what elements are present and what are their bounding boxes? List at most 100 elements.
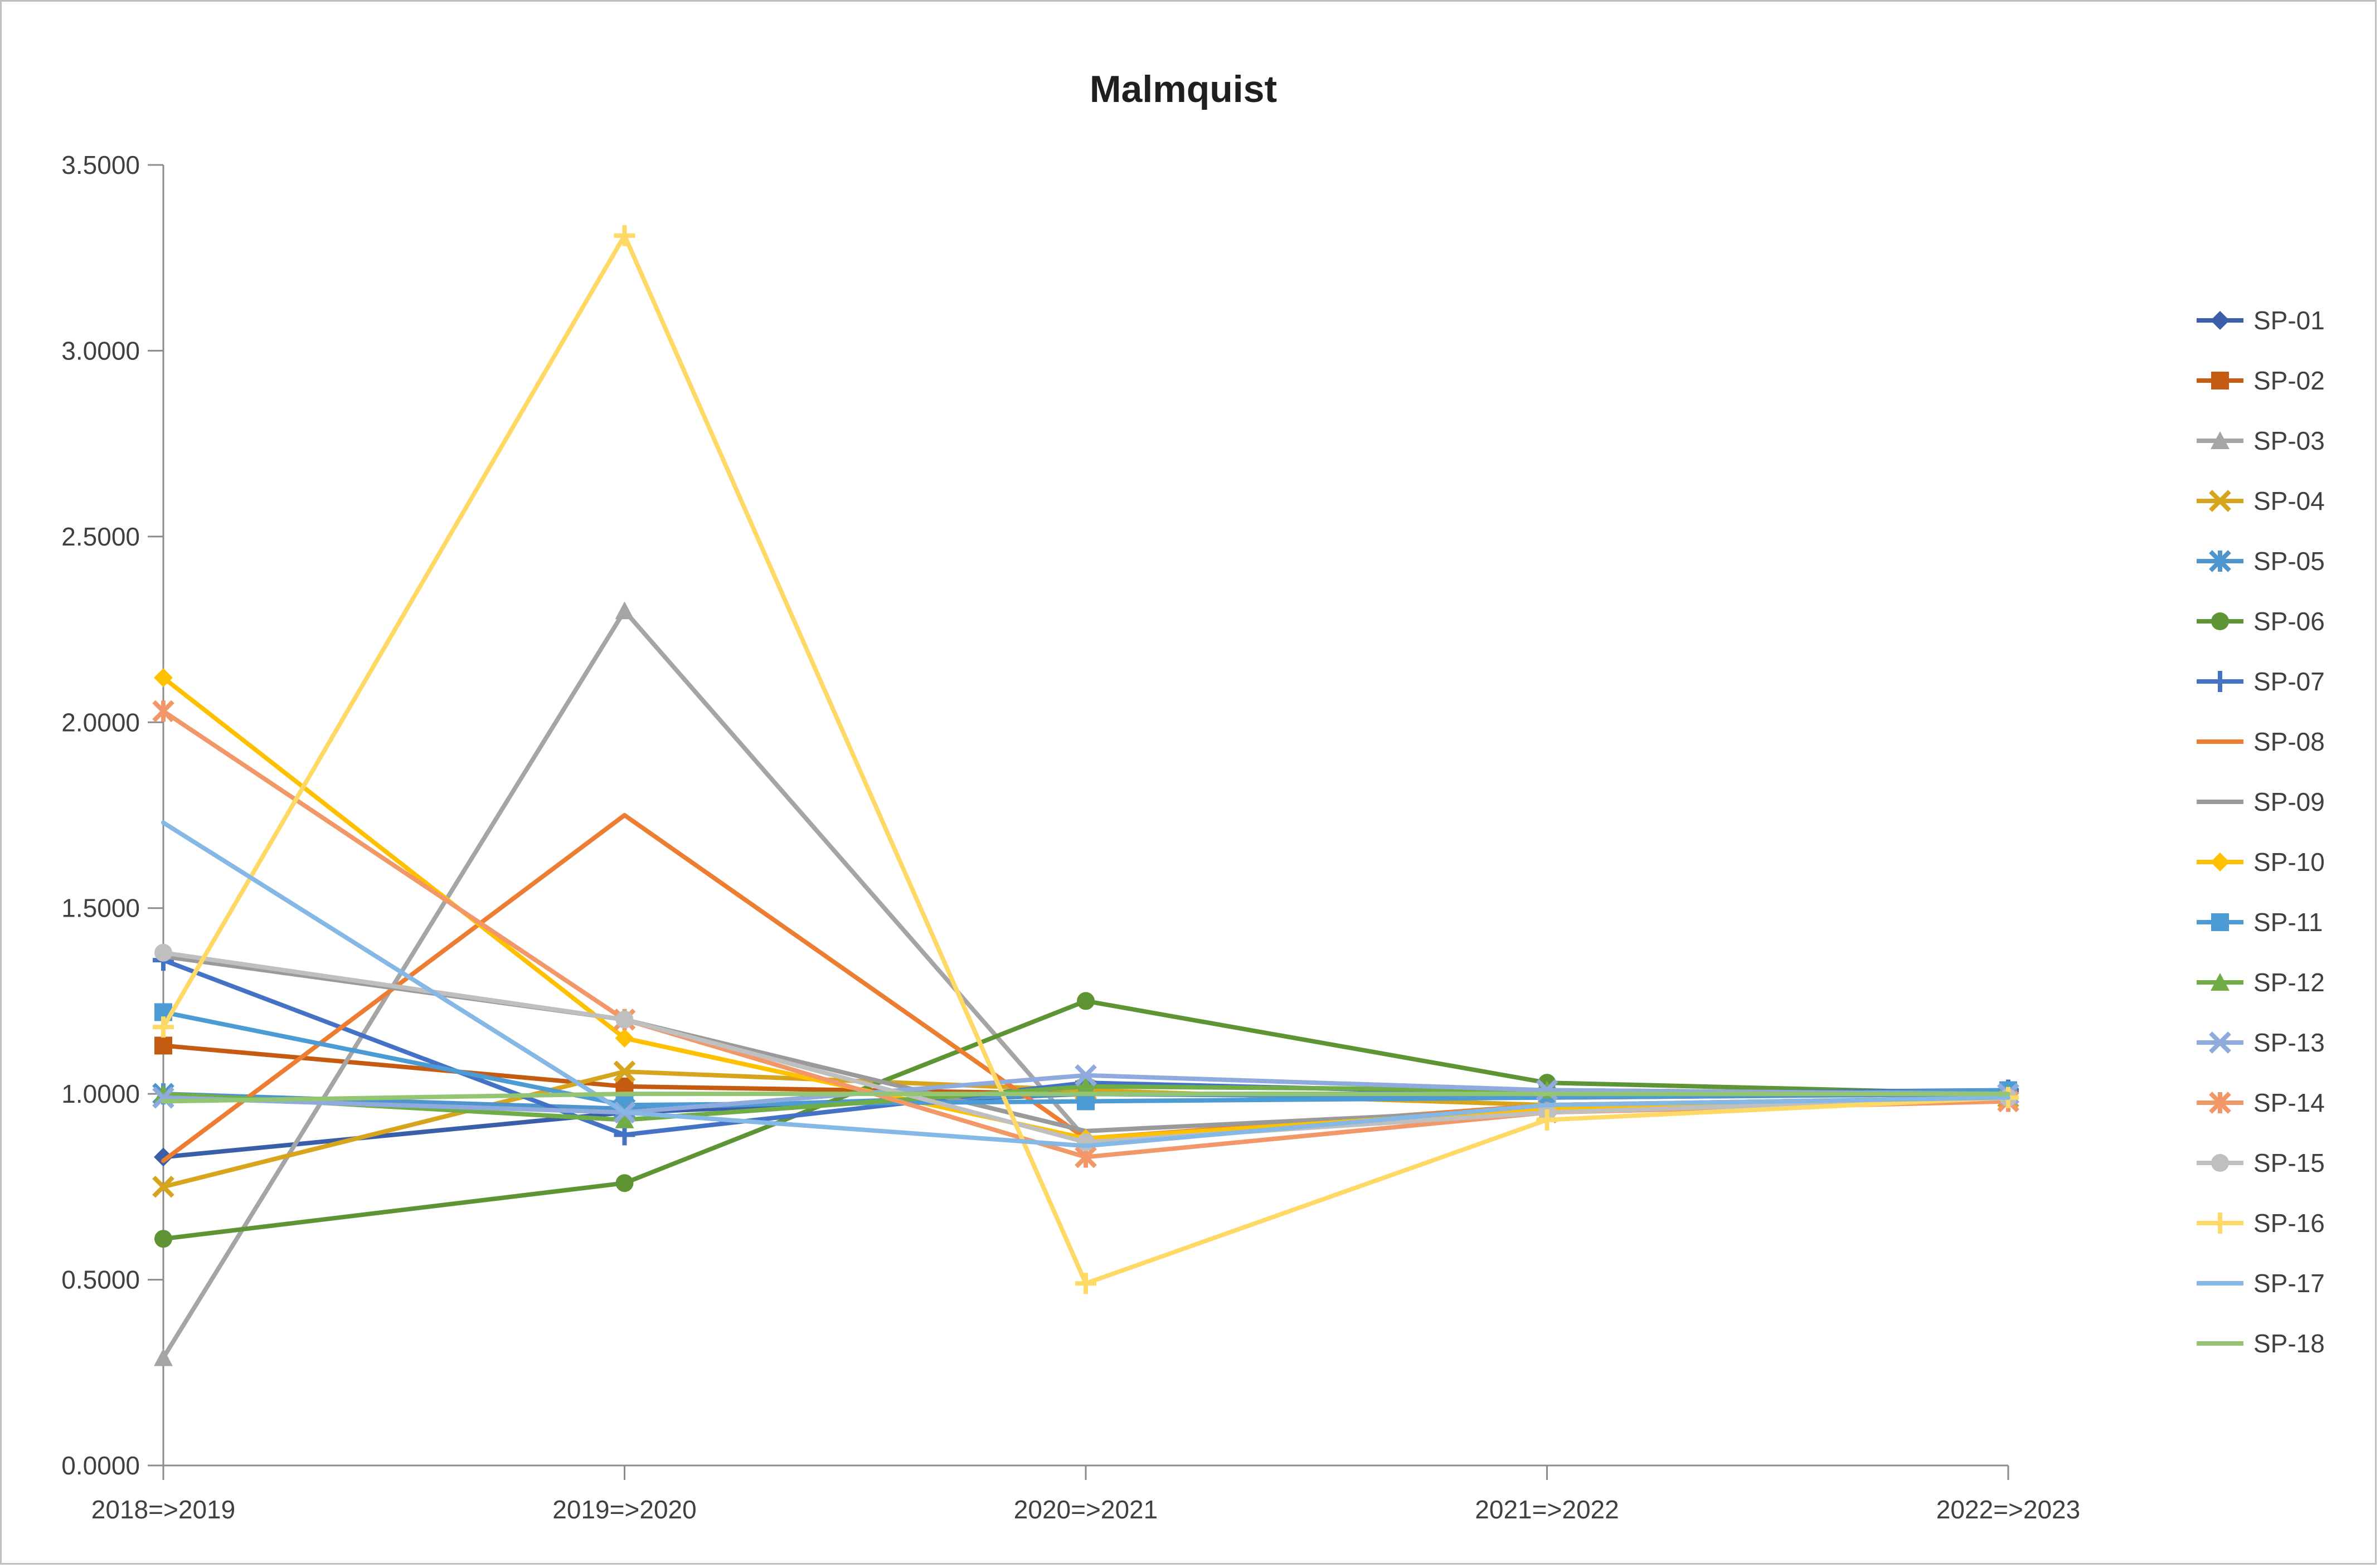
legend-item-SP-06: SP-06 [2197,607,2325,636]
legend-item-SP-02: SP-02 [2197,366,2325,395]
marker-x-SP-13 [1075,1064,1097,1087]
series-line-SP-15 [161,950,2010,1145]
y-axis-tick-label: 0.0000 [61,1451,140,1480]
legend-item-SP-09: SP-09 [2197,787,2325,816]
legend-label-SP-04: SP-04 [2253,486,2325,515]
series-SP-17 [161,820,2010,1148]
marker-plus-SP-07-legend [2209,671,2231,692]
marker-triangle-SP-03 [615,601,634,620]
marker-square-SP-02-legend [2211,372,2229,389]
x-axis-category-label: 2018=>2019 [91,1495,235,1524]
legend-label-SP-05: SP-05 [2253,547,2325,576]
marker-x-SP-04-legend [2209,490,2231,512]
y-axis-tick-label: 0.5000 [61,1265,140,1294]
marker-diamond-SP-01-legend [2211,311,2230,330]
x-axis-category-label: 2020=>2021 [1014,1495,1158,1524]
marker-circle-SP-06 [615,1174,634,1192]
y-axis-tick-label: 1.0000 [61,1079,140,1108]
marker-diamond-SP-10 [154,668,173,688]
marker-triangle-SP-03-legend [2211,431,2230,449]
legend-label-SP-16: SP-16 [2253,1209,2325,1238]
marker-plus-SP-16-legend [2209,1212,2231,1234]
marker-triangle-SP-12-legend [2211,973,2230,991]
legend-item-SP-03: SP-03 [2197,426,2325,455]
legend-item-SP-04: SP-04 [2197,486,2325,515]
marker-circle-SP-06-legend [2211,612,2229,630]
legend-item-SP-01: SP-01 [2197,306,2325,335]
marker-diamond-SP-01 [154,1147,173,1167]
legend-label-SP-14: SP-14 [2253,1088,2325,1117]
legend-label-SP-06: SP-06 [2253,607,2325,636]
y-axis-tick-label: 3.0000 [61,336,140,365]
legend-label-SP-07: SP-07 [2253,667,2325,696]
legend-item-SP-14: SP-14 [2197,1088,2325,1117]
x-axis-category-label: 2021=>2022 [1475,1495,1619,1524]
legend-item-SP-12: SP-12 [2197,968,2325,997]
marker-plus-SP-16 [1536,1109,1558,1131]
marker-asterisk-SP-14-legend [2209,1092,2231,1114]
series-SP-18 [161,1092,2010,1104]
marker-triangle-SP-12 [1076,1077,1095,1095]
y-axis-tick-label: 3.5000 [61,150,140,179]
x-axis-category-label: 2022=>2023 [1936,1495,2080,1524]
legend-item-SP-11: SP-11 [2197,908,2323,937]
marker-x-SP-04 [613,1060,636,1083]
marker-plus-SP-16 [614,225,635,246]
marker-circle-SP-15 [154,943,172,962]
series-line-SP-16 [161,233,2010,1286]
marker-square-SP-02 [154,1036,172,1055]
series-line-SP-18 [161,1092,2010,1104]
y-axis-tick-label: 2.0000 [61,708,140,737]
legend-label-SP-11: SP-11 [2253,908,2323,937]
legend-item-SP-08: SP-08 [2197,727,2325,756]
legend-item-SP-07: SP-07 [2197,667,2325,696]
legend-item-SP-15: SP-15 [2197,1148,2325,1177]
series-SP-07 [153,949,2019,1146]
marker-circle-SP-15 [1077,1133,1095,1151]
marker-diamond-SP-10-legend [2211,853,2230,871]
marker-plus-SP-16 [153,1016,174,1038]
marker-triangle-SP-12 [615,1110,634,1128]
legend-item-SP-17: SP-17 [2197,1269,2325,1298]
marker-x-SP-04 [152,1176,174,1198]
legend: SP-01 SP-02 SP-03 SP-04 SP-05 SP-06 SP-07 SP-08… [2197,306,2325,1358]
marker-circle-SP-06 [154,1230,172,1248]
legend-label-SP-02: SP-02 [2253,366,2325,395]
legend-item-SP-13: SP-13 [2197,1028,2325,1057]
legend-label-SP-08: SP-08 [2253,727,2325,756]
series-SP-03 [154,601,2018,1366]
legend-label-SP-01: SP-01 [2253,306,2325,335]
legend-item-SP-10: SP-10 [2197,848,2325,876]
marker-circle-SP-15-legend [2211,1154,2229,1172]
legend-item-SP-18: SP-18 [2197,1329,2325,1358]
y-axis-tick-label: 2.5000 [61,522,140,551]
marker-triangle-SP-03 [154,1348,173,1366]
marker-square-SP-11-legend [2211,913,2229,931]
legend-label-SP-10: SP-10 [2253,848,2325,876]
marker-circle-SP-15 [615,1010,634,1029]
marker-x-SP-13 [1536,1079,1558,1102]
axes: 0.0000 0.5000 1.0000 1.5000 2.0000 2.5000 3.00… [61,150,2080,1524]
marker-asterisk-SP-05-legend [2209,550,2231,572]
y-axis-tick-label: 1.5000 [61,894,140,923]
legend-label-SP-12: SP-12 [2253,968,2325,997]
marker-asterisk-SP-14 [152,700,174,723]
marker-circle-SP-06 [1077,992,1095,1010]
series-line-SP-17 [161,820,2010,1148]
series-line-SP-03 [161,608,2010,1360]
x-axis-category-label: 2019=>2020 [552,1495,696,1524]
legend-label-SP-09: SP-09 [2253,787,2325,816]
legend-item-SP-16: SP-16 [2197,1209,2325,1238]
marker-diamond-SP-10 [615,1029,634,1048]
series-SP-16 [153,225,2019,1294]
marker-x-SP-13 [152,1086,174,1109]
legend-label-SP-13: SP-13 [2253,1028,2325,1057]
plot-area [152,225,2019,1366]
legend-label-SP-03: SP-03 [2253,426,2325,455]
legend-label-SP-17: SP-17 [2253,1269,2325,1298]
chart-title: Malmquist [1090,68,1277,110]
legend-item-SP-05: SP-05 [2197,547,2325,576]
marker-plus-SP-16 [1075,1273,1096,1294]
